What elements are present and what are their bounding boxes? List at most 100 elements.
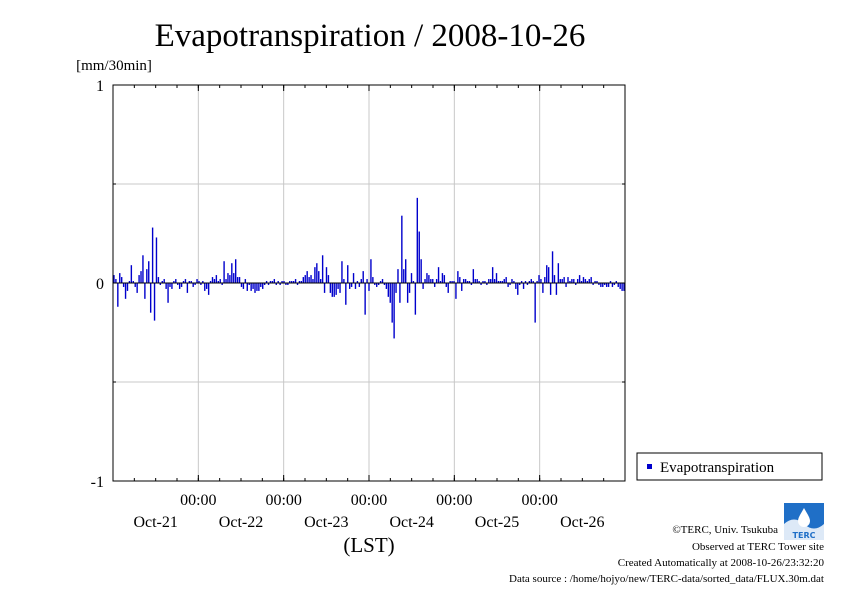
evapotranspiration-bar [113,275,115,283]
evapotranspiration-bar [416,197,419,283]
evapotranspiration-bar [389,283,391,303]
axis-ticks [112,84,626,482]
evapotranspiration-bar [366,279,368,283]
evapotranspiration-bar [611,283,614,287]
evapotranspiration-bar [117,283,119,307]
evapotranspiration-bar [157,277,160,283]
evapotranspiration-bar [190,281,192,283]
evapotranspiration-bar [269,281,272,283]
evapotranspiration-bar [136,283,138,293]
evapotranspiration-bar [362,271,364,283]
evapotranspiration-bar [607,283,610,287]
evapotranspiration-bar [466,281,469,283]
evapotranspiration-bar [333,283,335,297]
evapotranspiration-bar [609,281,612,283]
evapotranspiration-bar [503,279,505,283]
evapotranspiration-bar [412,281,415,283]
evapotranspiration-bar [341,261,343,283]
evapotranspiration-bar [229,275,231,283]
evapotranspiration-bar [549,283,552,295]
evapotranspiration-bar [480,283,482,285]
evapotranspiration-bar [321,255,324,283]
evapotranspiration-bar [238,277,241,283]
evapotranspiration-bar [623,283,625,291]
evapotranspiration-bar [165,283,167,289]
evapotranspiration-bar [405,259,407,283]
evapotranspiration-bar [439,281,442,283]
evapotranspiration-bar [246,283,248,291]
evapotranspiration-bar [263,283,266,285]
evapotranspiration-bar [461,283,463,291]
evapotranspiration-bar [339,283,341,293]
evapotranspiration-bar [592,283,594,285]
evapotranspiration-bar [507,283,509,287]
evapotranspiration-bar [260,283,262,287]
evapotranspiration-bar [455,283,457,299]
evapotranspiration-bar [542,283,544,293]
y-axis-unit: [mm/30min] [76,58,152,74]
evapotranspiration-bar [271,281,274,283]
evapotranspiration-bar [376,283,378,287]
evapotranspiration-bar [182,281,185,283]
evapotranspiration-bar [142,255,144,283]
evapotranspiration-bar [236,277,239,283]
y-tick-label: 1 [96,78,104,95]
evapotranspiration-bar [617,283,619,287]
evapotranspiration-bar [540,279,542,283]
evapotranspiration-bar [598,283,600,285]
evapotranspiration-bar [167,283,169,303]
evapotranspiration-bar [482,281,484,283]
evapotranspiration-bar [196,279,198,283]
evapotranspiration-bar [300,281,303,283]
evapotranspiration-bar [292,281,295,283]
evapotranspiration-bar [233,273,235,283]
evapotranspiration-bar [447,283,449,293]
evapotranspiration-bar [553,275,556,283]
evapotranspiration-bar [573,279,575,283]
evapotranspiration-bar [304,275,306,283]
copyright-text: ©TERC, Univ. Tsukuba [672,524,778,536]
evapotranspiration-bar [377,283,380,285]
evapotranspiration-bar [360,279,362,283]
evapotranspiration-bar [470,283,473,285]
evapotranspiration-bar [408,283,411,293]
x-tick-time: 00:00 [351,492,387,509]
evapotranspiration-bar [358,283,361,287]
evapotranspiration-bar [308,277,310,283]
evapotranspiration-bar [621,283,623,291]
evapotranspiration-bar [590,277,592,283]
evapotranspiration-bar [490,279,492,283]
evapotranspiration-bar [186,283,189,293]
evapotranspiration-bar [530,279,532,283]
x-tick-time: 00:00 [436,492,472,509]
evapotranspiration-bar [462,279,465,283]
evapotranspiration-bar [538,275,540,283]
evapotranspiration-bar [350,283,353,287]
evapotranspiration-bar [283,281,285,283]
evapotranspiration-bar [206,283,208,289]
evapotranspiration-bar [576,279,579,283]
evapotranspiration-bar [138,275,140,283]
x-axis-label: (LST) [343,533,394,557]
evapotranspiration-bar [192,283,194,287]
evapotranspiration-bar [604,283,606,285]
x-tick-date: Oct-26 [560,514,604,531]
evapotranspiration-bar [546,265,548,283]
evapotranspiration-bar [563,277,565,283]
evapotranspiration-bar [130,265,133,283]
evapotranspiration-bar [437,267,440,283]
evapotranspiration-bar [250,283,252,291]
evapotranspiration-bar [348,283,351,289]
evapotranspiration-bar [140,271,142,283]
evapotranspiration-bar [472,269,475,283]
evapotranspiration-bar [383,283,386,285]
evapotranspiration-bar [329,283,332,293]
evapotranspiration-bar [267,283,270,285]
evapotranspiration-bar [428,275,430,283]
evapotranspiration-bar [551,251,554,283]
evapotranspiration-bar [605,283,608,287]
evapotranspiration-bar [144,283,146,299]
data-source-text: Data source : /home/hojyo/new/TERC-data/… [509,573,824,585]
evapotranspiration-bar [513,281,515,283]
evapotranspiration-bar [279,283,281,285]
